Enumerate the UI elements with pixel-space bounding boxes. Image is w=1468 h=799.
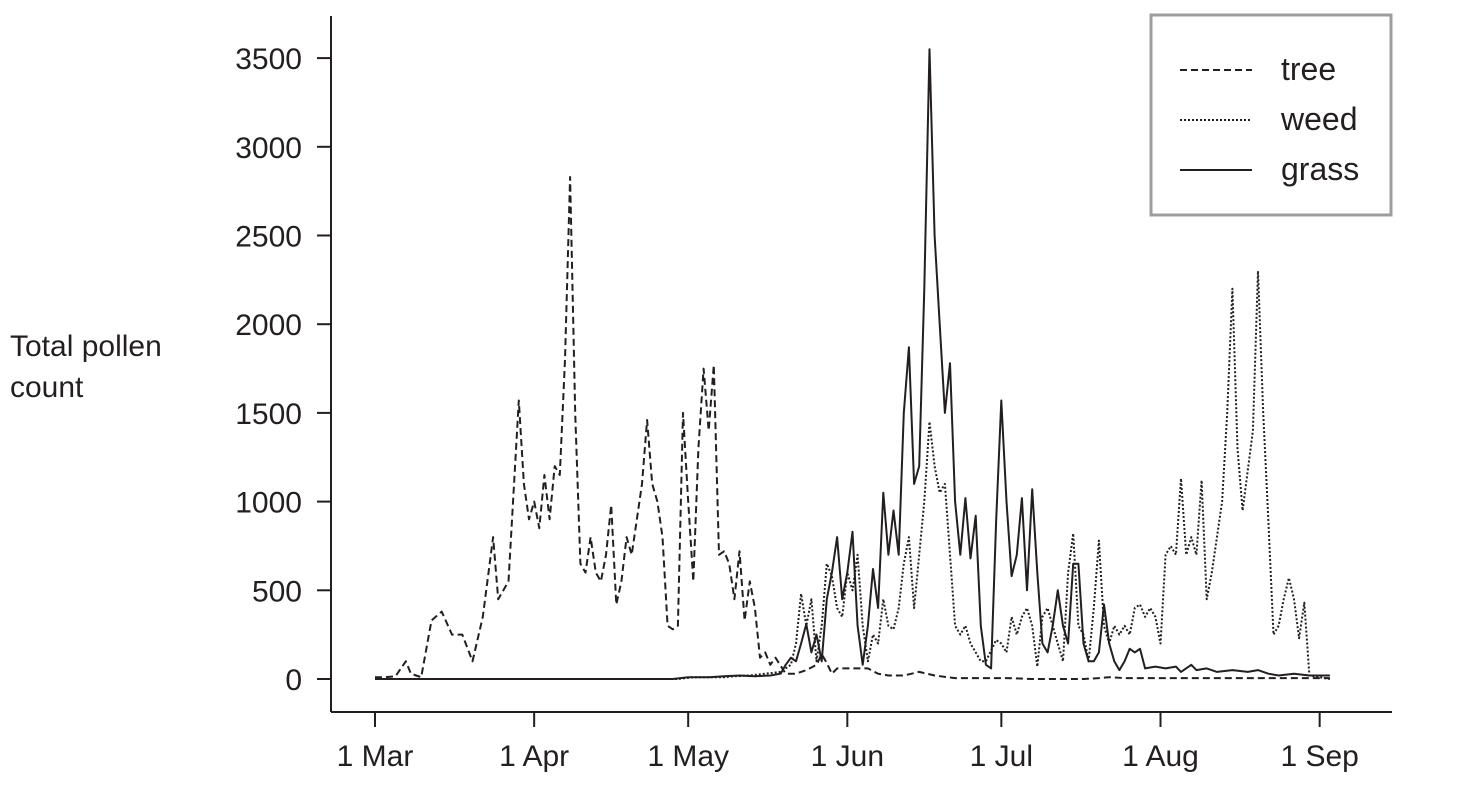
y-tick-label: 1500 bbox=[235, 398, 302, 431]
y-tick-label: 2500 bbox=[235, 221, 302, 254]
y-axis-title-line: Total pollen bbox=[10, 330, 162, 363]
legend-label-weed: weed bbox=[1280, 101, 1358, 137]
x-axis-ticks: 1 Mar 1 Apr 1 May 1 Jun 1 Jul 1 Aug 1 Sep bbox=[337, 712, 1359, 773]
y-tick-label: 2000 bbox=[235, 309, 302, 342]
legend-box bbox=[1149, 13, 1393, 217]
x-tick-label: 1 May bbox=[647, 740, 729, 773]
series-line-grass bbox=[375, 48, 1330, 680]
x-tick-label: 1 Aug bbox=[1122, 740, 1199, 773]
y-tick-label: 0 bbox=[285, 664, 302, 697]
y-tick-label: 3000 bbox=[235, 132, 302, 165]
x-tick-label: 1 Mar bbox=[337, 740, 414, 773]
legend-label-tree: tree bbox=[1281, 51, 1336, 87]
series-line-weed bbox=[375, 270, 1331, 680]
x-tick-label: 1 Sep bbox=[1280, 740, 1358, 773]
y-axis-title-line: count bbox=[10, 371, 84, 404]
y-tick-label: 500 bbox=[252, 575, 302, 608]
series-line-tree bbox=[375, 176, 1330, 680]
y-tick-label: 1000 bbox=[235, 487, 302, 520]
y-tick-label: 3500 bbox=[235, 43, 302, 76]
series-lines bbox=[375, 48, 1331, 680]
x-tick-label: 1 Apr bbox=[499, 740, 569, 773]
y-axis-ticks: 0 500 1000 1500 2000 2500 3000 3500 bbox=[235, 43, 331, 697]
legend: tree weed grass bbox=[1149, 13, 1393, 217]
x-tick-label: 1 Jul bbox=[970, 740, 1033, 773]
legend-label-grass: grass bbox=[1281, 151, 1359, 187]
chart-axes bbox=[330, 16, 1392, 713]
x-tick-label: 1 Jun bbox=[811, 740, 884, 773]
y-axis-title: Total pollen count bbox=[10, 330, 162, 404]
